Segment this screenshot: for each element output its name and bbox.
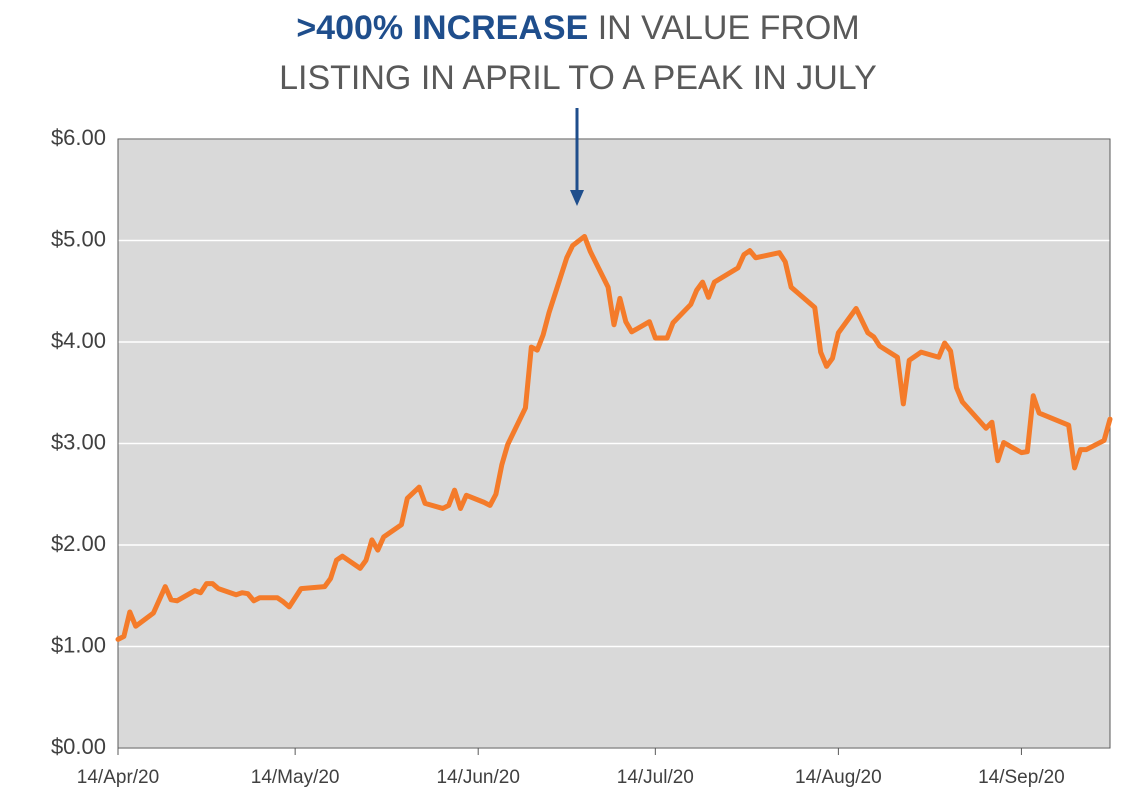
x-tick-label: 14/Aug/20 <box>795 767 882 788</box>
y-tick-label: $4.00 <box>51 328 106 353</box>
chart-title: >400% INCREASE IN VALUE FROM <box>296 9 859 47</box>
x-tick-label: 14/Jun/20 <box>436 767 519 788</box>
x-tick-label: 14/Sep/20 <box>978 767 1065 788</box>
x-tick-label: 14/Apr/20 <box>77 767 159 788</box>
title-highlight: >400% INCREASE <box>296 9 588 47</box>
plot-frame <box>117 138 1111 749</box>
y-tick-label: $2.00 <box>51 531 106 556</box>
annotation-arrow-head <box>570 190 584 206</box>
y-tick-label: $6.00 <box>51 125 106 150</box>
title-rest: IN VALUE FROM <box>588 9 859 47</box>
y-tick-label: $5.00 <box>51 226 106 251</box>
y-tick-label: $3.00 <box>51 429 106 454</box>
price-line <box>115 233 1113 642</box>
y-tick-label: $0.00 <box>51 734 106 759</box>
plot-area: $0.00 $1.00 $2.00 $3.00 $4.00 $5.00 $6.00 14/Ap… <box>51 125 1113 788</box>
y-tick-label: $1.00 <box>51 632 106 657</box>
chart-title-line2: LISTING IN APRIL TO A PEAK IN JULY <box>279 59 877 97</box>
x-tick-label: 14/May/20 <box>251 767 340 788</box>
x-tick-label: 14/Jul/20 <box>617 767 694 788</box>
